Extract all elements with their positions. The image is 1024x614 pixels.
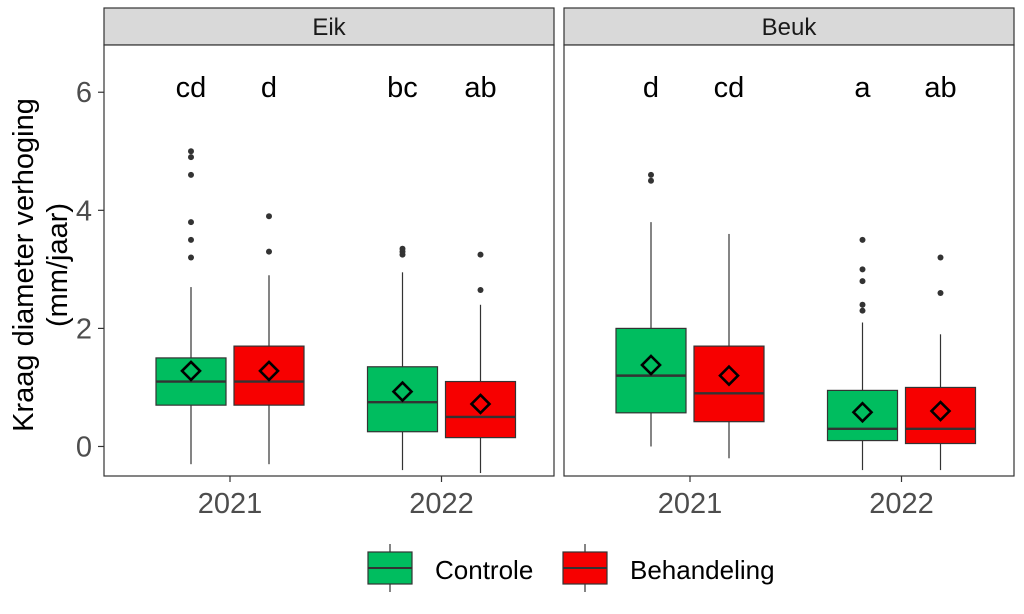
outlier-point	[188, 254, 194, 261]
mean-marker	[718, 364, 740, 387]
outlier-point	[648, 177, 654, 184]
outlier-point	[188, 148, 194, 155]
significance-letter: a	[854, 72, 871, 104]
panel-eik: Eik 2021 2022 cd d bc ab	[103, 7, 555, 520]
mean-marker	[391, 380, 414, 403]
box-body	[444, 380, 517, 439]
panel-title: Beuk	[762, 14, 818, 41]
legend-item-behandeling: Behandeling	[562, 544, 775, 592]
box-2022-behandeling: ab	[444, 72, 517, 474]
outlier-point	[937, 289, 944, 296]
panels-layer: Eik 2021 2022 cd d bc ab Beuk 2021 2022 d cd a ab	[103, 7, 1015, 520]
significance-letter: d	[643, 72, 659, 104]
mean-marker	[640, 354, 662, 376]
mean-marker	[929, 400, 952, 422]
panel-beuk: Beuk 2021 2022 d cd a ab	[563, 7, 1015, 520]
mean-marker	[469, 393, 492, 415]
outlier-point	[477, 251, 484, 258]
outlier-point	[188, 219, 194, 226]
box-2022-controle: bc	[366, 72, 439, 471]
significance-letter: d	[261, 72, 277, 104]
y-tick-label: 4	[76, 195, 92, 227]
outlier-point	[859, 236, 866, 243]
significance-letter: cd	[176, 72, 207, 104]
outlier-point	[477, 287, 484, 294]
y-tick-label: 2	[76, 313, 92, 345]
panel-strip	[103, 7, 555, 46]
panel-strip	[563, 7, 1015, 46]
box-2021-controle: d	[615, 72, 687, 447]
x-tick-label: 2022	[869, 488, 934, 520]
outlier-point	[859, 278, 866, 285]
legend-item-controle: Controle	[367, 544, 533, 592]
mean-marker	[180, 360, 202, 382]
mean-marker	[851, 401, 874, 424]
outlier-point	[859, 301, 866, 308]
significance-letter: cd	[714, 72, 745, 104]
y-axis: 0 2 4 6	[76, 77, 104, 463]
panel-title: Eik	[312, 14, 346, 41]
outlier-point	[266, 213, 272, 220]
y-tick-label: 0	[76, 431, 92, 463]
outlier-point	[399, 245, 406, 252]
x-tick-label: 2021	[198, 488, 263, 520]
significance-letter: ab	[464, 72, 496, 104]
mean-marker	[258, 360, 280, 382]
outlier-point	[266, 248, 272, 255]
box-body	[904, 386, 977, 445]
box-2022-behandeling: ab	[904, 72, 977, 471]
box-body	[615, 327, 687, 414]
legend: Controle Behandeling	[367, 544, 775, 592]
box-2022-controle: a	[826, 72, 899, 471]
legend-label-behandeling: Behandeling	[630, 555, 775, 585]
x-tick-label: 2021	[658, 488, 723, 520]
outlier-point	[648, 171, 654, 178]
outlier-point	[859, 307, 866, 314]
box-body	[826, 389, 899, 442]
significance-letter: bc	[387, 72, 418, 104]
box-body	[366, 366, 439, 433]
outlier-point	[188, 171, 194, 178]
box-2021-behandeling: d	[233, 72, 305, 465]
box-2021-controle: cd	[155, 72, 227, 465]
x-tick-label: 2022	[409, 488, 474, 520]
y-tick-label: 6	[76, 77, 92, 109]
legend-label-controle: Controle	[435, 555, 533, 585]
box-2021-behandeling: cd	[693, 72, 765, 459]
outlier-point	[937, 254, 944, 261]
outlier-point	[188, 154, 194, 161]
outlier-point	[188, 236, 194, 243]
y-axis-label-line-1: Kraag diameter verhoging	[8, 98, 40, 432]
y-axis-label-line-2: (mm/jaar)	[42, 203, 74, 327]
outlier-point	[859, 266, 866, 273]
box-body	[233, 345, 305, 406]
significance-letter: ab	[924, 72, 956, 104]
